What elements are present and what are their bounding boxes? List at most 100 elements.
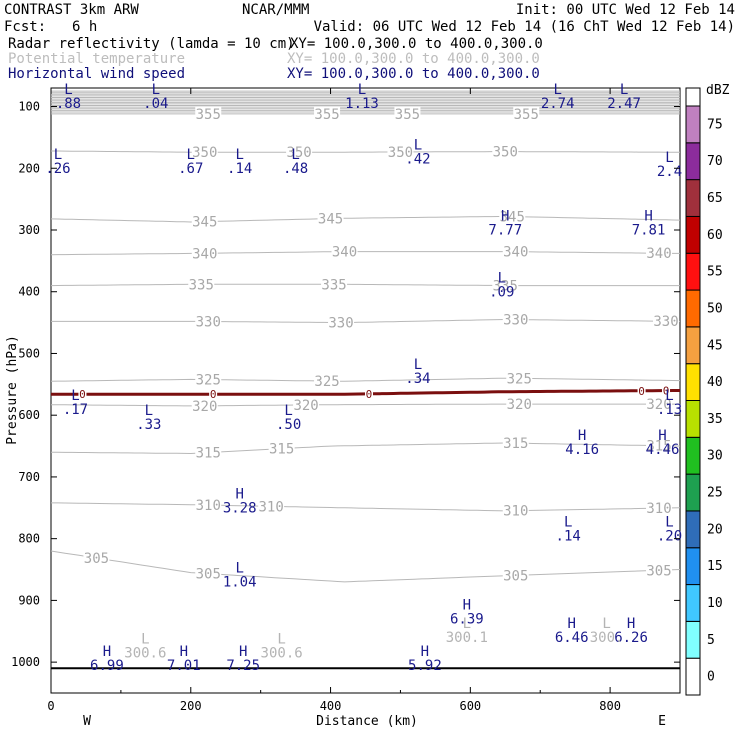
theta-contour-label: 340 [503, 245, 528, 261]
theta-label-bg [195, 498, 222, 513]
theta-contour-label: 310 [503, 504, 528, 520]
colorbar-top-cap [685, 87, 701, 107]
theta-label-bg [314, 374, 341, 389]
theta-contour-label: 325 [314, 374, 339, 390]
wind-extremum-letter: L [358, 82, 366, 98]
theta-label-bg [646, 563, 673, 578]
colorbar-label: 15 [707, 559, 723, 574]
wind-extremum-letter: H [239, 644, 247, 660]
wind-extremum-value: 7.81 [632, 223, 666, 239]
theta-contour-label: 310 [646, 501, 671, 517]
wind-extremum-letter: L [152, 82, 160, 98]
wind-extremum-letter: L [414, 357, 422, 373]
colorbar-swatch-55 [685, 252, 701, 291]
theta-extremum-value: 300.6 [124, 646, 166, 662]
colorbar-swatch-35 [685, 400, 701, 438]
theta-label-bg [502, 244, 529, 259]
wind-extremum-letter: L [665, 514, 673, 530]
theta-contour-label: 310 [196, 498, 221, 514]
wind-extremum-letter: L [665, 150, 673, 166]
theta-contour-label: 315 [269, 442, 294, 458]
theta-label-bg [502, 312, 529, 327]
theta-contour-label: 345 [500, 210, 525, 226]
colorbar-label: 25 [707, 486, 723, 501]
field-theta-xy: XY= 100.0,300.0 to 400.0,300.0 [287, 51, 540, 67]
wind-extremum-letter: L [620, 82, 628, 98]
field-theta-name: Potential temperature [8, 51, 185, 67]
theta-contour-330 [51, 318, 681, 324]
colorbar-label: 50 [707, 301, 723, 316]
zero-contour-label: 0 [366, 388, 373, 401]
wind-extremum-letter: L [235, 561, 243, 577]
wind-extremum-value: .14 [227, 161, 252, 177]
x-tick-label: 400 [320, 699, 342, 713]
model-title: CONTRAST 3km ARW [4, 2, 139, 18]
theta-contour-label: 335 [321, 277, 346, 293]
colorbar-swatch-5 [685, 620, 701, 659]
theta-label-bg [191, 246, 218, 261]
theta-label-bg [513, 106, 540, 121]
zero-label-bg [209, 389, 218, 400]
theta-contour-350 [51, 150, 680, 153]
zero-label-bg [662, 385, 671, 396]
theta-contour-label: 335 [189, 277, 214, 293]
x-tick-label: 800 [599, 699, 621, 713]
wind-extremum-letter: H [567, 616, 575, 632]
theta-contour-320 [50, 403, 680, 407]
theta-label-bg [328, 315, 355, 330]
wind-extremum-value: 6.99 [90, 658, 124, 674]
colorbar-swatch-65 [685, 179, 701, 217]
theta-label-bg [502, 503, 529, 518]
wind-extremum-value: 7.77 [488, 223, 522, 239]
x-tick-label: 0 [47, 699, 54, 713]
wind-extremum-letter: L [284, 403, 292, 419]
y-axis-label: Pressure (hPa) [5, 335, 20, 445]
theta-label-bg [195, 372, 222, 387]
colorbar-swatch-20 [685, 510, 701, 549]
zero-label-bg [637, 385, 646, 396]
wind-extremum-letter: L [64, 82, 72, 98]
org-label: NCAR/MMM [242, 2, 309, 18]
wind-extremum-value: .04 [143, 96, 168, 112]
theta-contour-335 [50, 283, 680, 287]
colorbar-unit: dBZ [706, 83, 730, 98]
field-reflectivity-xy: XY= 100.0,300.0 to 400.0,300.0 [290, 36, 543, 52]
colorbar-swatch-50 [685, 289, 701, 328]
theta-contour-305 [50, 550, 681, 583]
theta-label-bg [492, 144, 519, 159]
wind-extremum-letter: H [578, 428, 586, 444]
theta-contour-label: 320 [293, 398, 318, 414]
theta-contour-label: 355 [514, 107, 539, 123]
wind-extremum-value: .48 [283, 161, 308, 177]
theta-label-bg [268, 441, 295, 456]
theta-label-bg [195, 314, 222, 329]
theta-label-bg [331, 244, 358, 259]
theta-contour-label: 315 [646, 439, 671, 455]
theta-label-bg [195, 566, 222, 581]
theta-contour-label: 330 [503, 313, 528, 329]
plot-layer: 355 355 355 355 350 350 350 350 345 345 345 340 340 3… [45, 82, 682, 674]
wind-extremum-letter: L [665, 388, 673, 404]
theta-contour-label: 305 [196, 567, 221, 583]
wind-extremum-value: 6.26 [614, 630, 648, 646]
colorbar: 0 5 10 15 20 25 30 35 40 45 50 55 60 65 70 75 [685, 87, 723, 696]
wind-extremum-value: 6.46 [555, 630, 589, 646]
wind-extremum-value: 2.74 [541, 96, 575, 112]
colorbar-swatch-75 [685, 105, 701, 144]
colorbar-swatch-70 [685, 142, 701, 181]
theta-contour-label: 320 [192, 399, 217, 415]
theta-contour-310 [51, 502, 681, 512]
y-tick-label: 700 [18, 470, 40, 484]
y-tick-label: 800 [18, 532, 40, 546]
theta-contour-label: 335 [493, 279, 518, 295]
theta-contour-label: 305 [84, 551, 109, 567]
colorbar-swatch-40 [685, 363, 701, 401]
theta-label-bg [314, 106, 341, 121]
y-tick-label: 600 [18, 408, 40, 422]
wind-extremum-letter: H [180, 644, 188, 660]
init-time: Init: 00 UTC Wed 12 Feb 14 [516, 2, 735, 18]
theta-contour-325 [50, 377, 681, 382]
colorbar-label: 20 [707, 522, 723, 537]
wind-extremum-letter: H [235, 487, 243, 503]
